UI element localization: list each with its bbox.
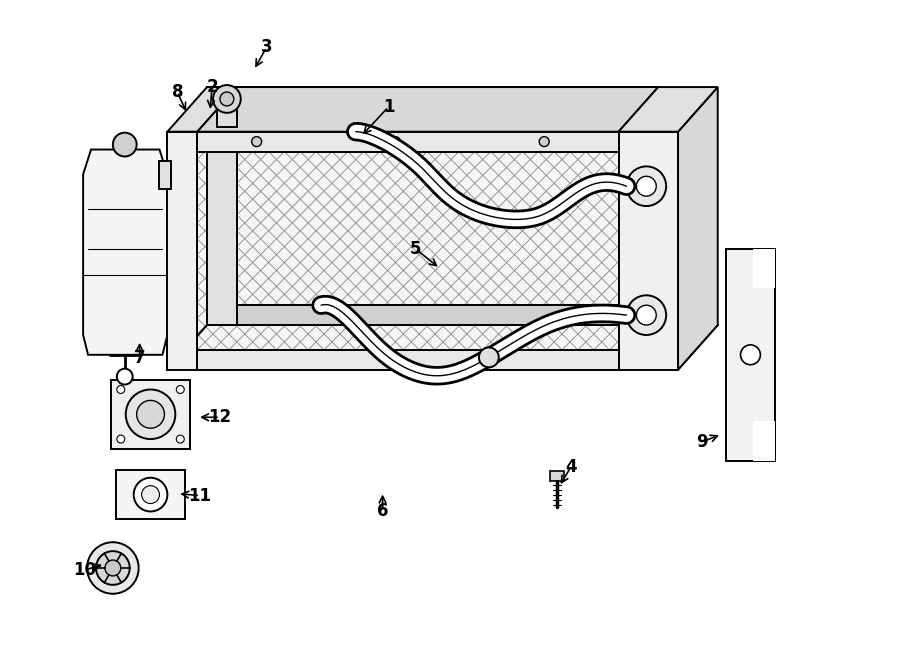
Circle shape [87, 542, 139, 594]
Circle shape [213, 85, 241, 113]
Polygon shape [197, 151, 618, 350]
Text: 8: 8 [172, 83, 183, 101]
Polygon shape [111, 379, 190, 449]
Text: 7: 7 [134, 349, 146, 367]
Circle shape [176, 385, 184, 393]
Polygon shape [167, 87, 237, 132]
Polygon shape [550, 471, 564, 481]
Text: 11: 11 [189, 486, 212, 504]
Polygon shape [167, 132, 197, 369]
Text: 2: 2 [206, 78, 218, 96]
Circle shape [636, 176, 656, 196]
Polygon shape [197, 151, 618, 350]
Circle shape [105, 560, 121, 576]
Circle shape [539, 137, 549, 147]
Polygon shape [753, 421, 775, 461]
Polygon shape [83, 149, 167, 355]
Text: 12: 12 [209, 408, 231, 426]
Circle shape [141, 486, 159, 504]
Circle shape [117, 435, 125, 443]
Text: 9: 9 [696, 433, 707, 451]
Circle shape [137, 401, 165, 428]
Polygon shape [618, 87, 717, 132]
Circle shape [636, 305, 656, 325]
Circle shape [220, 92, 234, 106]
Polygon shape [197, 350, 618, 369]
Circle shape [176, 435, 184, 443]
Polygon shape [753, 249, 775, 288]
Circle shape [626, 167, 666, 206]
Polygon shape [217, 102, 237, 127]
Text: 10: 10 [74, 561, 96, 579]
Polygon shape [207, 87, 237, 325]
Polygon shape [678, 87, 717, 369]
Circle shape [96, 551, 130, 585]
Text: 4: 4 [565, 458, 577, 476]
Polygon shape [197, 132, 618, 151]
Text: 3: 3 [261, 38, 273, 56]
Polygon shape [618, 132, 678, 369]
Circle shape [134, 478, 167, 512]
Circle shape [391, 137, 401, 147]
Polygon shape [116, 470, 185, 520]
Text: 1: 1 [382, 98, 394, 116]
Text: 5: 5 [410, 240, 421, 258]
Circle shape [117, 385, 125, 393]
Polygon shape [159, 161, 171, 189]
Polygon shape [197, 87, 658, 132]
Polygon shape [237, 305, 658, 325]
Circle shape [112, 133, 137, 157]
Polygon shape [197, 87, 658, 132]
Circle shape [741, 345, 760, 365]
Circle shape [479, 348, 499, 368]
Circle shape [252, 137, 262, 147]
Circle shape [626, 295, 666, 335]
Circle shape [126, 389, 176, 439]
Polygon shape [725, 249, 775, 461]
Text: 6: 6 [377, 502, 388, 520]
Circle shape [117, 369, 132, 385]
